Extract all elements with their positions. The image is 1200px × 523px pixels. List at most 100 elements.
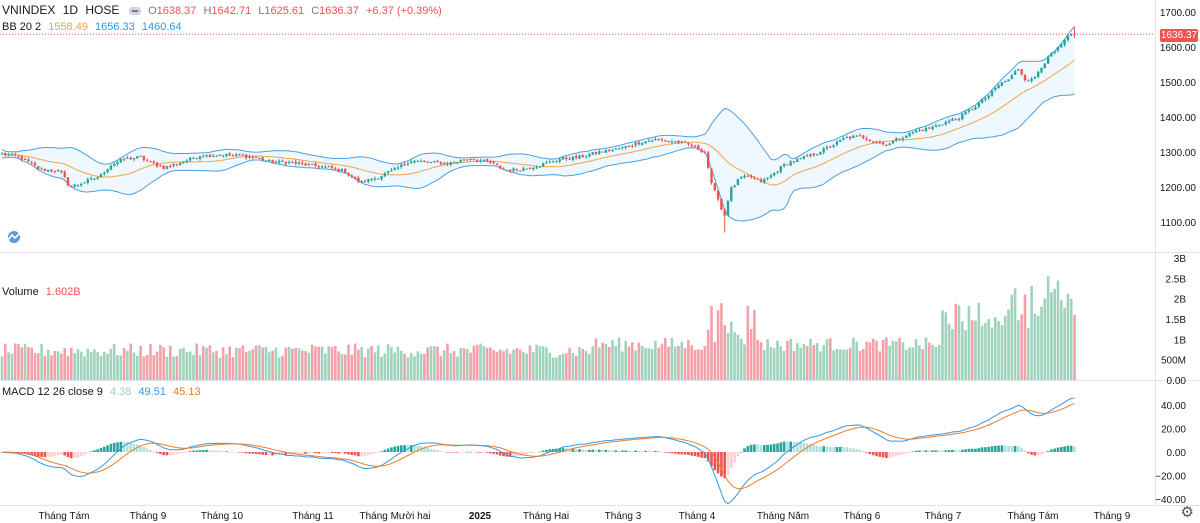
volume-bar[interactable] [802,343,806,380]
candle[interactable] [479,158,482,163]
candle[interactable] [126,155,129,160]
candle[interactable] [680,140,683,144]
candle[interactable] [631,144,634,148]
candle[interactable] [723,208,726,233]
candle[interactable] [10,152,14,156]
candle[interactable] [994,86,997,92]
macd-histogram-bar[interactable] [340,452,344,454]
volume-bar[interactable] [215,350,218,380]
macd-histogram-bar[interactable] [205,449,208,452]
volume-bar[interactable] [27,347,30,380]
macd-histogram-bar[interactable] [660,451,664,453]
macd-histogram-bar[interactable] [426,448,429,452]
candle[interactable] [264,160,268,163]
volume-bar[interactable] [17,343,20,380]
candle[interactable] [225,153,228,158]
candle[interactable] [320,164,324,168]
candle[interactable] [558,157,561,164]
macd-histogram-bar[interactable] [175,452,179,455]
candle[interactable] [835,140,839,147]
candle[interactable] [261,156,264,162]
candle[interactable] [1000,81,1004,87]
macd-histogram-bar[interactable] [522,452,525,455]
candle[interactable] [512,167,515,173]
candle[interactable] [278,159,281,165]
macd-histogram-bar[interactable] [914,450,918,452]
macd-histogram-bar[interactable] [957,450,961,452]
macd-histogram-bar[interactable] [53,452,57,457]
volume-bar[interactable] [30,347,33,380]
volume-bar[interactable] [822,345,825,380]
macd-histogram-bar[interactable] [416,445,420,452]
macd-histogram-bar[interactable] [37,452,40,457]
macd-histogram-bar[interactable] [598,449,601,452]
volume-bar[interactable] [845,349,849,380]
macd-histogram-bar[interactable] [908,452,911,453]
candle[interactable] [819,151,822,155]
macd-histogram-bar[interactable] [79,452,83,457]
candle[interactable] [462,159,466,161]
macd-histogram-bar[interactable] [951,449,954,452]
macd-histogram-bar[interactable] [508,452,512,457]
macd-histogram-bar[interactable] [895,452,898,456]
volume-bar[interactable] [264,346,268,380]
candle[interactable] [492,160,495,165]
volume-bar[interactable] [957,305,961,380]
volume-bar[interactable] [400,350,403,380]
volume-bar[interactable] [409,353,413,380]
candle[interactable] [1043,63,1046,69]
volume-bar[interactable] [423,353,426,380]
macd-histogram-bar[interactable] [492,452,495,454]
candle[interactable] [637,140,641,146]
candle[interactable] [495,162,499,166]
macd-histogram-bar[interactable] [1056,447,1060,452]
candle[interactable] [165,165,169,170]
volume-bar[interactable] [743,344,746,380]
candle[interactable] [868,138,872,142]
macd-histogram-bar[interactable] [947,450,951,452]
volume-bar[interactable] [574,355,578,380]
volume-bar[interactable] [706,329,710,380]
volume-bar[interactable] [594,338,598,380]
candle[interactable] [251,155,254,160]
volume-bar[interactable] [46,349,50,380]
macd-histogram-bar[interactable] [548,449,552,452]
candle[interactable] [1063,38,1066,47]
candle[interactable] [446,161,449,166]
macd-histogram-bar[interactable] [449,452,453,453]
candle[interactable] [360,180,363,184]
macd-histogram-bar[interactable] [198,450,202,452]
candle[interactable] [875,141,878,144]
macd-histogram-bar[interactable] [621,450,624,452]
volume-bar[interactable] [274,347,278,380]
macd-histogram-bar[interactable] [301,452,304,454]
volume-bar[interactable] [815,343,819,380]
candle[interactable] [99,173,103,178]
macd-histogram-bar[interactable] [918,450,921,452]
volume-bar[interactable] [1013,288,1017,380]
macd-histogram-bar[interactable] [891,452,895,457]
candle[interactable] [690,143,693,148]
volume-bar[interactable] [63,348,66,380]
macd-histogram-bar[interactable] [1073,446,1076,452]
candle[interactable] [627,144,631,147]
volume-bar[interactable] [1000,325,1004,380]
volume-bar[interactable] [842,349,845,380]
volume-bar[interactable] [489,347,492,380]
candle[interactable] [113,162,116,167]
volume-bar[interactable] [904,349,908,380]
volume-bar[interactable] [367,348,370,380]
volume-bar[interactable] [241,345,245,380]
macd-histogram-bar[interactable] [743,448,746,452]
volume-bar[interactable] [779,346,783,380]
candle[interactable] [624,145,627,150]
macd-histogram-bar[interactable] [479,452,482,453]
macd-histogram-bar[interactable] [258,452,261,455]
candle[interactable] [119,158,122,164]
candle[interactable] [532,166,535,171]
candle[interactable] [584,154,588,159]
candle[interactable] [248,154,251,160]
volume-bar[interactable] [614,346,618,380]
macd-histogram-bar[interactable] [499,452,502,456]
macd-histogram-bar[interactable] [380,451,383,452]
